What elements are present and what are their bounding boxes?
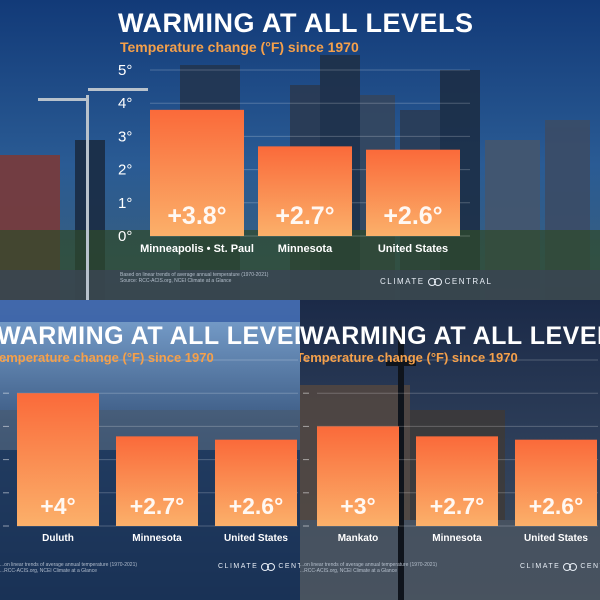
- brand-label-part: CENTRAL: [580, 563, 600, 570]
- brand: CLIMATE CENTRAL: [218, 563, 300, 571]
- chart-subtitle: Temperature change (°F) since 1970: [300, 350, 518, 365]
- footnote: Based on linear trends of average annual…: [120, 272, 268, 284]
- footnote-line: ...on linear trends of average annual te…: [300, 562, 438, 568]
- brand: CLIMATE CENTRAL: [520, 563, 600, 571]
- bar: [258, 146, 352, 236]
- panel-background: +3° Mankato +2.7° Minnesota +2.6° United Stat…: [300, 300, 600, 600]
- y-tick-label: 1°: [118, 195, 132, 212]
- brand-label-part: CLIMATE: [380, 277, 425, 286]
- chart-panel-mankato: +3° Mankato +2.7° Minnesota +2.6° United Stat…: [300, 300, 600, 600]
- category-label: Minnesota: [432, 533, 482, 544]
- bar: [366, 149, 460, 236]
- y-tick-label: 3°: [118, 128, 132, 145]
- footnote-line: ...RCC-ACIS.org, NCEI Climate at a Glanc…: [0, 568, 97, 574]
- panel-background: +4° Duluth +2.7° Minnesota +2.6° United State…: [0, 300, 300, 600]
- climate-central-logo-icon: [427, 278, 442, 286]
- brand-label-part: CLIMATE: [218, 563, 259, 570]
- category-label: Minnesota: [278, 243, 333, 255]
- footnote-line: ...RCC-ACIS.org, NCEI Climate at a Glanc…: [300, 568, 397, 574]
- climate-central-logo-icon: [261, 563, 276, 571]
- bar: [116, 436, 198, 526]
- footnote-line: ...on linear trends of average annual te…: [0, 562, 138, 568]
- chart-subtitle: Temperature change (°F) since 1970: [0, 350, 214, 365]
- category-label: United States: [224, 533, 288, 544]
- bar-chart: 0° 1° 2° 3° 4° 5° +3.8° Minneapolis • St. Paul +…: [118, 62, 470, 255]
- category-label: Mankato: [338, 533, 379, 544]
- chart-subtitle: Temperature change (°F) since 1970: [120, 39, 359, 55]
- brand-label-part: CENTRAL: [444, 277, 493, 286]
- bar: [17, 393, 99, 526]
- bar: [317, 426, 399, 526]
- brand-label-part: CLIMATE: [520, 563, 561, 570]
- bar: [416, 436, 498, 526]
- y-tick-label: 2°: [118, 162, 132, 179]
- climate-central-logo-icon: [563, 563, 578, 571]
- bar-value-label: +3.8°: [167, 202, 226, 230]
- chart-panel-minneapolis: 0° 1° 2° 3° 4° 5° +3.8° Minneapolis • St. Paul +…: [0, 0, 600, 300]
- bar-value-label: +2.7°: [130, 493, 185, 519]
- bar: [215, 439, 297, 526]
- y-tick-label: 5°: [118, 62, 132, 79]
- bar-value-label: +4°: [40, 493, 75, 519]
- bar: [150, 109, 244, 236]
- chart-panel-duluth: +4° Duluth +2.7° Minnesota +2.6° United State…: [0, 300, 300, 600]
- footnote: ...on linear trends of average annual te…: [300, 562, 437, 574]
- chart-title: WARMING AT ALL LEVELS: [118, 8, 474, 38]
- y-tick-label: 0°: [118, 228, 132, 245]
- category-label: Duluth: [42, 533, 74, 544]
- bar-chart: +3° Mankato +2.7° Minnesota +2.6° United Stat…: [303, 359, 598, 544]
- bar-value-label: +2.6°: [383, 202, 442, 230]
- brand: CLIMATE CENTRAL: [380, 277, 492, 286]
- bar-value-label: +3°: [340, 493, 375, 519]
- y-tick-label: 4°: [118, 95, 132, 112]
- bar-value-label: +2.6°: [529, 493, 584, 519]
- chart-title: WARMING AT ALL LEVELS: [0, 322, 300, 350]
- bar-value-label: +2.7°: [275, 202, 334, 230]
- bar: [515, 439, 597, 526]
- footnote-line: Based on linear trends of average annual…: [120, 272, 269, 278]
- brand-label-part: CENTRAL: [278, 563, 300, 570]
- category-label: Minneapolis • St. Paul: [140, 243, 254, 255]
- footnote-line: Source: RCC-ACIS.org, NCEI Climate at a …: [120, 278, 232, 284]
- category-label: United States: [524, 533, 588, 544]
- footnote: ...on linear trends of average annual te…: [0, 562, 137, 574]
- panel-background: 0° 1° 2° 3° 4° 5° +3.8° Minneapolis • St. Paul +…: [0, 0, 600, 300]
- bar-value-label: +2.6°: [229, 493, 284, 519]
- bar-chart: +4° Duluth +2.7° Minnesota +2.6° United State…: [3, 359, 298, 544]
- chart-title: WARMING AT ALL LEVELS: [300, 322, 600, 350]
- bar-value-label: +2.7°: [430, 493, 485, 519]
- category-label: Minnesota: [132, 533, 182, 544]
- category-label: United States: [378, 243, 448, 255]
